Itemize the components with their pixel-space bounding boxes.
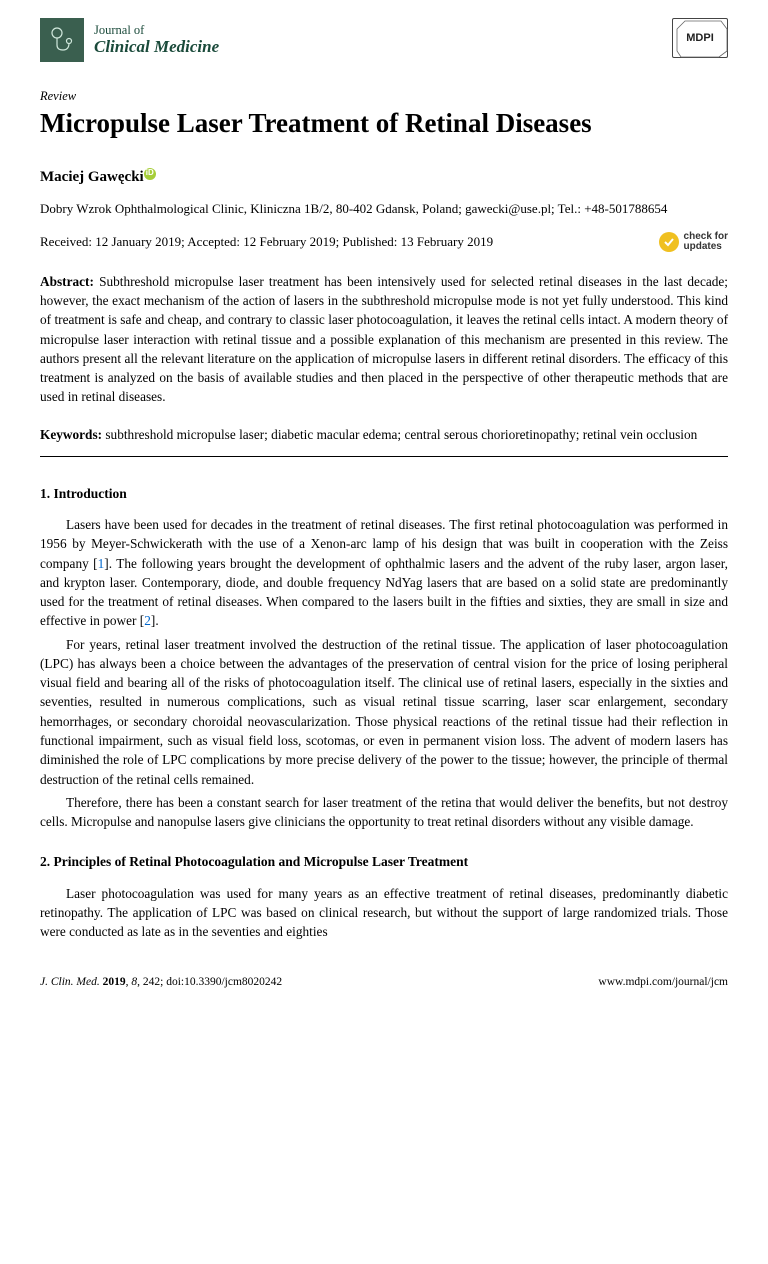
- dates-row: Received: 12 January 2019; Accepted: 12 …: [40, 232, 728, 252]
- abstract-text: Subthreshold micropulse laser treatment …: [40, 274, 728, 405]
- footer-citation: J. Clin. Med. 2019, 8, 242; doi:10.3390/…: [40, 975, 282, 991]
- abstract-block: Abstract: Subthreshold micropulse laser …: [40, 272, 728, 407]
- check-updates-label: check for updates: [684, 232, 728, 252]
- section-1-p2: For years, retinal laser treatment invol…: [40, 635, 728, 789]
- section-2: 2. Principles of Retinal Photocoagulatio…: [40, 853, 728, 941]
- separator-rule: [40, 456, 728, 457]
- check-updates-icon: [659, 232, 679, 252]
- journal-name: Journal of Clinical Medicine: [94, 23, 219, 57]
- footer-year: 2019: [103, 976, 126, 988]
- abstract-label: Abstract:: [40, 274, 94, 289]
- keywords-block: Keywords: subthreshold micropulse laser;…: [40, 425, 728, 444]
- footer-journal-abbrev: J. Clin. Med.: [40, 976, 100, 988]
- section-1-heading: 1. Introduction: [40, 485, 728, 503]
- article-title: Micropulse Laser Treatment of Retinal Di…: [40, 107, 728, 139]
- journal-block: Journal of Clinical Medicine: [40, 18, 219, 62]
- section-1-p1: Lasers have been used for decades in the…: [40, 515, 728, 631]
- s1p1-c: ].: [151, 613, 159, 628]
- check-updates-line2: updates: [684, 242, 728, 252]
- section-1: 1. Introduction Lasers have been used fo…: [40, 485, 728, 831]
- affiliation: Dobry Wzrok Ophthalmological Clinic, Kli…: [40, 200, 728, 218]
- page-header: Journal of Clinical Medicine MDPI: [40, 18, 728, 62]
- journal-line1: Journal of: [94, 23, 219, 37]
- page-footer: J. Clin. Med. 2019, 8, 242; doi:10.3390/…: [40, 975, 728, 991]
- section-1-p3: Therefore, there has been a constant sea…: [40, 793, 728, 832]
- section-2-p1: Laser photocoagulation was used for many…: [40, 884, 728, 942]
- keywords-text: subthreshold micropulse laser; diabetic …: [105, 427, 697, 442]
- journal-line2: Clinical Medicine: [94, 37, 219, 57]
- footer-page: 242: [143, 976, 160, 988]
- citation-ref-2[interactable]: 2: [144, 613, 151, 628]
- author-name: Maciej Gawęcki: [40, 169, 144, 185]
- footer-url[interactable]: www.mdpi.com/journal/jcm: [598, 975, 728, 991]
- journal-logo-icon: [40, 18, 84, 62]
- section-2-heading: 2. Principles of Retinal Photocoagulatio…: [40, 853, 728, 871]
- orcid-icon[interactable]: iD: [144, 168, 156, 180]
- check-for-updates-button[interactable]: check for updates: [659, 232, 728, 252]
- keywords-label: Keywords:: [40, 427, 102, 442]
- publication-dates: Received: 12 January 2019; Accepted: 12 …: [40, 233, 493, 251]
- author-line: Maciej GawęckiiD: [40, 167, 728, 187]
- publisher-logo: MDPI: [672, 18, 728, 58]
- footer-doi: doi:10.3390/jcm8020242: [166, 976, 282, 988]
- article-type: Review: [40, 88, 728, 105]
